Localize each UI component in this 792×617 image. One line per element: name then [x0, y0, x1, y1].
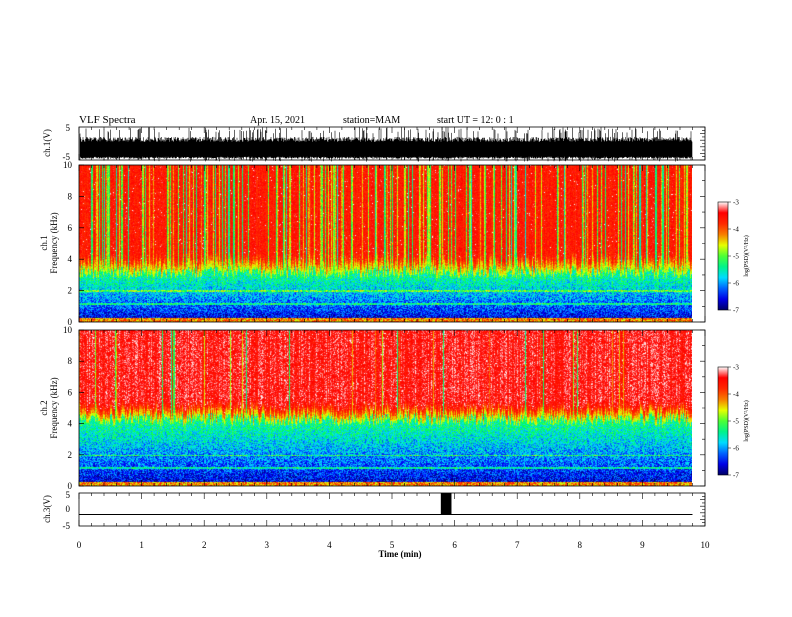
xtick-5: 5	[390, 540, 395, 550]
xtick-4: 4	[327, 540, 332, 550]
ch2-colorbar-tick--5: -5	[733, 418, 739, 426]
ch1-colorbar-tick--6: -6	[733, 280, 739, 288]
ch2-colorbar-label: log(PSD)(V²/Hz)	[743, 400, 750, 441]
figure-title: VLF Spectra	[79, 114, 136, 126]
xtick-2: 2	[202, 540, 207, 550]
ch1-spectrogram-ylabel-line2: Frequency (kHz)	[49, 212, 59, 273]
ch2-colorbar: -3 -4 -5 -6 -7 log(PSD)(V²/Hz)	[717, 364, 750, 480]
ch2-spectrogram-ylabel-line2: Frequency (kHz)	[49, 377, 59, 438]
ch1-spectrogram-panel: 0 2 4 6 8 10 ch.1 Frequency (kHz)	[39, 160, 706, 327]
ch1-waveform-trace	[79, 127, 693, 162]
station-label: station=MAM	[343, 115, 400, 126]
ch1-colorbar: -3 -4 -5 -6 -7 log(PSD)(V²/Hz)	[717, 199, 750, 315]
ch1-spectrogram-ytick-10: 10	[63, 160, 73, 170]
ch3-ytick-5: 5	[66, 490, 71, 500]
ch2-spectrogram-ytick-4: 4	[68, 419, 73, 429]
ch1-spectrogram-ytick-6: 6	[68, 223, 73, 233]
ch1-colorbar-tick--3: -3	[733, 199, 739, 207]
ch1-spectrogram-ytick-8: 8	[68, 191, 73, 201]
xtick-7: 7	[515, 540, 520, 550]
xtick-6: 6	[452, 540, 457, 550]
ch1-spectrogram-ytick-2: 2	[68, 286, 73, 296]
ch2-colorbar-tick--4: -4	[733, 391, 739, 399]
ch2-colorbar-bar	[717, 366, 729, 476]
ch1-spectrogram-ylabel-line1: ch.1	[39, 235, 49, 250]
ch1-ytick-neg5: -5	[63, 152, 71, 162]
ch2-spectrogram-ytick-6: 6	[68, 387, 73, 397]
xtick-1: 1	[139, 540, 144, 550]
xtick-0: 0	[77, 540, 82, 550]
ch2-spectrogram-ytick-0: 0	[68, 481, 73, 491]
ch1-ytick-5: 5	[66, 123, 71, 133]
ch3-signal-panel: 5 0 -5 ch.3(V) 0 1 2 3 4 5 6 7 8 9 10 Time (min)	[42, 490, 710, 559]
date-label: Apr. 15, 2021	[250, 115, 305, 126]
ch1-colorbar-tick--5: -5	[733, 253, 739, 261]
start-time-label: start UT = 12: 0 : 1	[437, 115, 514, 126]
ch2-spectrogram-ylabel-line1: ch.2	[39, 400, 49, 415]
ch2-spectrogram-ytick-2: 2	[68, 450, 73, 460]
ch1-waveform-line	[79, 127, 693, 162]
ch2-spectrogram-ytick-10: 10	[63, 325, 73, 335]
xtick-8: 8	[578, 540, 583, 550]
ch3-pulse	[440, 493, 452, 515]
time-axis-ticks: 0 1 2 3 4 5 6 7 8 9 10	[77, 540, 710, 550]
ch1-spectrogram-yticks: 0 2 4 6 8 10	[63, 160, 84, 327]
ch3-ytick-neg5: -5	[63, 521, 71, 531]
ch1-spectrogram-ytick-4: 4	[68, 254, 73, 264]
ch2-spectrogram-yticks: 0 2 4 6 8 10	[63, 325, 84, 491]
xtick-9: 9	[640, 540, 645, 550]
ch1-waveform-ylabel: ch.1(V)	[42, 129, 52, 157]
ch2-spectrogram-image	[79, 330, 692, 486]
panel-minor-ticks	[78, 126, 706, 527]
ch1-colorbar-label: log(PSD)(V²/Hz)	[743, 235, 750, 276]
ch2-colorbar-tick--3: -3	[733, 364, 739, 372]
time-axis-label: Time (min)	[378, 549, 421, 559]
ch2-colorbar-tick--6: -6	[733, 445, 739, 453]
ch1-colorbar-bar	[717, 201, 729, 311]
ch2-spectrogram-panel: 0 2 4 6 8 10 ch.2 Frequency (kHz)	[39, 325, 706, 491]
xtick-3: 3	[265, 540, 270, 550]
ch1-spectrogram-image	[79, 165, 692, 322]
ch2-spectrogram-ytick-8: 8	[68, 356, 73, 366]
ch3-ytick-0: 0	[66, 504, 71, 514]
minor-tick-marks	[78, 126, 706, 527]
ch1-colorbar-tick--7: -7	[733, 307, 739, 315]
ch1-spectrogram-ytick-0: 0	[68, 317, 73, 327]
ch2-colorbar-tick--7: -7	[733, 472, 739, 480]
ch1-colorbar-tick--4: -4	[733, 226, 739, 234]
ch3-signal-ylabel: ch.3(V)	[42, 495, 52, 523]
xtick-10: 10	[701, 540, 711, 550]
